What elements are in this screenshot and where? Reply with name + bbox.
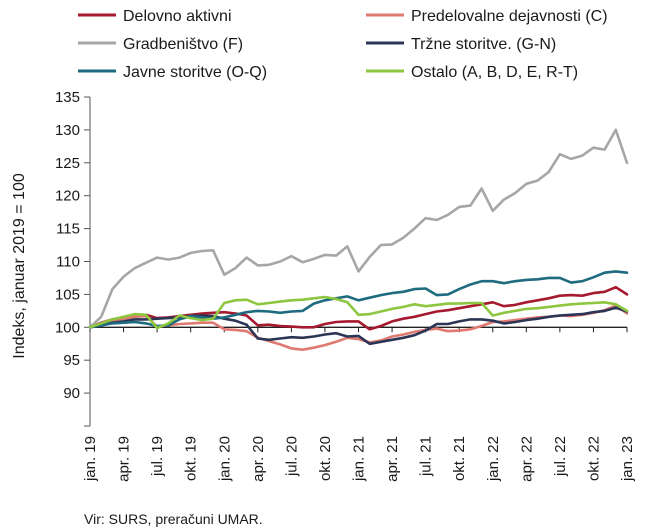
legend-label: Gradbeništvo (F): [123, 36, 243, 53]
y-tick-label: 100: [55, 319, 80, 336]
x-tick-label: jul. 20: [283, 436, 300, 477]
x-tick-label: apr. 21: [384, 436, 401, 482]
x-tick-label: apr. 20: [250, 436, 267, 482]
y-tick-label: 130: [55, 122, 80, 139]
series-line-javne-storitve-o-q: [88, 270, 629, 329]
x-tick-label: jan. 23: [619, 436, 636, 482]
x-tick-label: okt. 20: [317, 436, 334, 481]
y-tick-label: 120: [55, 188, 80, 205]
x-tick-label: jul. 21: [418, 436, 435, 477]
y-tick-label: 90: [63, 385, 80, 402]
y-tick-label: 95: [63, 352, 80, 369]
y-tick-label: 105: [55, 286, 80, 303]
y-tick-label: 125: [55, 155, 80, 172]
series-line-gradbenistvo-f: [88, 128, 629, 329]
legend: Delovno aktivni Predelovalne dejavnosti (…: [78, 8, 608, 81]
x-tick-label: apr. 22: [518, 436, 535, 482]
x-tick-label: apr. 19: [116, 436, 133, 482]
x-tick-label: jan. 22: [485, 436, 502, 482]
x-tick-label: okt. 21: [451, 436, 468, 481]
y-tick-label: 115: [56, 221, 80, 238]
series-line-trzne-storitve-g-n: [88, 306, 629, 346]
legend-label: Delovno aktivni: [123, 8, 232, 25]
plot-area: 90 95 100 105 110 115 120 125 130 135 jan. 19 apr.…: [55, 89, 636, 482]
x-tick-label: jan. 21: [351, 436, 368, 482]
x-axis: jan. 19 apr. 19 jul. 19 okt. 19 jan. 20 apr. …: [82, 327, 636, 482]
x-tick-label: jul. 19: [149, 436, 166, 477]
y-tick-label: 135: [55, 89, 80, 106]
x-tick-label: okt. 19: [183, 436, 200, 481]
y-tick-label: 110: [56, 254, 80, 271]
y-axis-label: Indeks, januar 2019 = 100: [11, 173, 28, 359]
legend-label: Tržne storitve. (G-N): [411, 36, 556, 53]
series-lines: [88, 128, 629, 352]
x-tick-label: jan. 20: [216, 436, 233, 482]
x-tick-label: okt. 22: [585, 436, 602, 481]
legend-label: Predelovalne dejavnosti (C): [411, 8, 608, 25]
x-tick-label: jul. 22: [552, 436, 569, 477]
legend-label: Javne storitve (O-Q): [123, 64, 267, 81]
series-line-ostalo-a-b-d-e-r-t: [88, 295, 629, 330]
source-note: Vir: SURS, preračuni UMAR.: [84, 511, 263, 527]
y-axis: 90 95 100 105 110 115 120 125 130 135: [55, 89, 627, 427]
x-tick-label: jan. 19: [82, 436, 99, 482]
legend-label: Ostalo (A, B, D, E, R-T): [411, 64, 578, 81]
